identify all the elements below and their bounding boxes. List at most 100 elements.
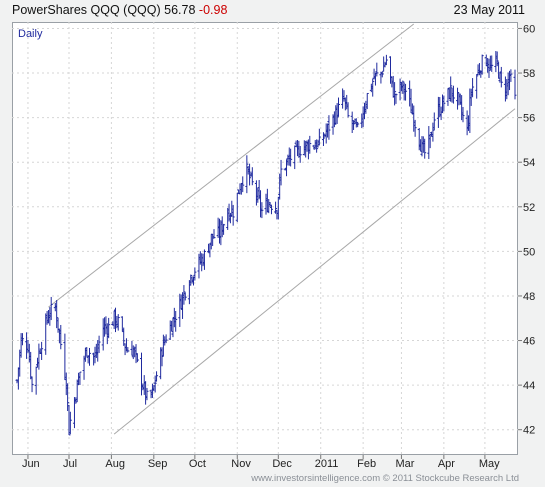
ohlc-bar	[432, 112, 436, 131]
channel-line-upper	[48, 23, 415, 308]
ohlc-bar	[164, 334, 168, 344]
chart-date: 23 May 2011	[453, 3, 525, 17]
ohlc-bar	[97, 335, 101, 354]
last-price: 56.78	[164, 3, 196, 17]
ohlc-bar	[442, 95, 446, 112]
ohlc-bar	[189, 274, 193, 286]
x-tick-label: May	[479, 458, 500, 470]
ohlc-bar	[202, 249, 206, 270]
y-tick-label: 46	[523, 336, 535, 348]
ohlc-bar	[222, 223, 226, 235]
ohlc-bar	[335, 103, 339, 124]
y-tick-label: 52	[523, 202, 535, 214]
ohlc-bar	[321, 132, 325, 147]
ohlc-bar	[153, 375, 157, 393]
ohlc-bar	[327, 115, 331, 140]
ohlc-bar	[375, 62, 379, 77]
ohlc-bar	[513, 69, 517, 100]
x-tick-label: Mar	[395, 458, 414, 470]
channel-line-lower	[113, 108, 516, 435]
ohlc-bar	[88, 347, 92, 366]
ohlc-bar	[401, 80, 405, 94]
ohlc-bar	[145, 387, 149, 401]
ohlc-bar	[404, 83, 408, 101]
ohlc-bar	[193, 267, 197, 281]
x-tick-label: Jul	[63, 458, 77, 470]
chart-footer: www.investorsintelligence.com © 2011 Sto…	[251, 473, 519, 484]
x-tick-label: Nov	[231, 458, 251, 470]
ohlc-bar	[461, 106, 465, 123]
ohlc-bar	[245, 155, 249, 194]
ohlc-bar	[59, 324, 63, 350]
ohlc-bar	[380, 71, 384, 78]
ohlc-bar	[289, 148, 293, 167]
ohlc-bar	[293, 145, 297, 170]
ohlc-bar	[451, 85, 455, 104]
ohlc-bar	[279, 159, 283, 186]
ohlc-bar	[475, 74, 479, 99]
ohlc-bar	[116, 314, 120, 331]
y-tick-label: 60	[523, 23, 535, 35]
y-tick-label: 58	[523, 68, 535, 80]
ohlc-bar	[384, 54, 388, 66]
ohlc-bar	[449, 76, 453, 102]
ohlc-bar	[250, 167, 254, 186]
ohlc-bar	[499, 66, 503, 88]
ohlc-bar	[182, 285, 186, 305]
ohlc-bar	[260, 202, 264, 219]
price-change: -0.98	[198, 3, 228, 17]
footer-copyright: © 2011 Stockcube Research Ltd	[382, 473, 519, 484]
ohlc-bar	[68, 411, 72, 435]
ohlc-bar	[308, 135, 312, 154]
ohlc-bar	[248, 163, 252, 186]
ohlc-bar	[394, 93, 398, 104]
x-tick-label: Aug	[105, 458, 125, 470]
y-tick-label: 42	[523, 425, 535, 437]
chart-header-title: PowerShares QQQ (QQQ) 56.78 -0.98	[12, 3, 227, 17]
ohlc-bar	[78, 371, 82, 385]
ohlc-bar	[480, 54, 484, 75]
chart-plot-area: Daily	[12, 22, 518, 455]
x-tick-label: Feb	[357, 458, 376, 470]
ohlc-bar	[413, 119, 417, 137]
ohlc-bar	[160, 347, 164, 367]
ohlc-bar	[317, 128, 321, 146]
ohlc-bar	[122, 327, 126, 346]
ohlc-bar	[20, 333, 24, 346]
x-tick-label: Apr	[438, 458, 455, 470]
ohlc-bar	[30, 376, 34, 393]
ohlc-bar	[471, 78, 475, 98]
ohlc-bar	[49, 296, 53, 321]
ohlc-bar	[509, 69, 513, 82]
ohlc-bar	[393, 82, 397, 106]
ohlc-bar	[155, 371, 159, 382]
y-tick-label: 44	[523, 380, 535, 392]
y-tick-label: 56	[523, 113, 535, 125]
ohlc-bar	[490, 55, 494, 72]
x-tick-label: Sep	[148, 458, 168, 470]
x-tick-label: Dec	[272, 458, 292, 470]
ohlc-bar	[174, 310, 178, 332]
ohlc-bar	[235, 192, 239, 223]
ohlc-bar	[67, 404, 71, 436]
ohlc-bar	[298, 145, 302, 163]
ohlc-bar	[365, 92, 369, 110]
ohlc-bar	[274, 201, 278, 214]
ohlc-bar	[126, 347, 130, 353]
ohlc-bar	[346, 102, 350, 118]
ohlc-bar	[371, 78, 375, 97]
ohlc-bar	[183, 292, 187, 301]
y-tick-label: 50	[523, 246, 535, 258]
ohlc-bar	[337, 97, 341, 117]
ohlc-bar	[231, 204, 235, 226]
ohlc-bar	[107, 317, 111, 339]
ohlc-bar	[66, 383, 70, 412]
symbol-name: PowerShares QQQ (QQQ)	[12, 3, 161, 17]
x-tick-label: Jun	[22, 458, 40, 470]
ohlc-bar	[29, 351, 33, 380]
footer-site: www.investorsintelligence.com	[251, 473, 381, 484]
periodicity-label: Daily	[18, 28, 43, 40]
y-tick-label: 54	[523, 157, 535, 169]
x-tick-label: 2011	[315, 458, 339, 470]
ohlc-bar	[212, 229, 216, 239]
